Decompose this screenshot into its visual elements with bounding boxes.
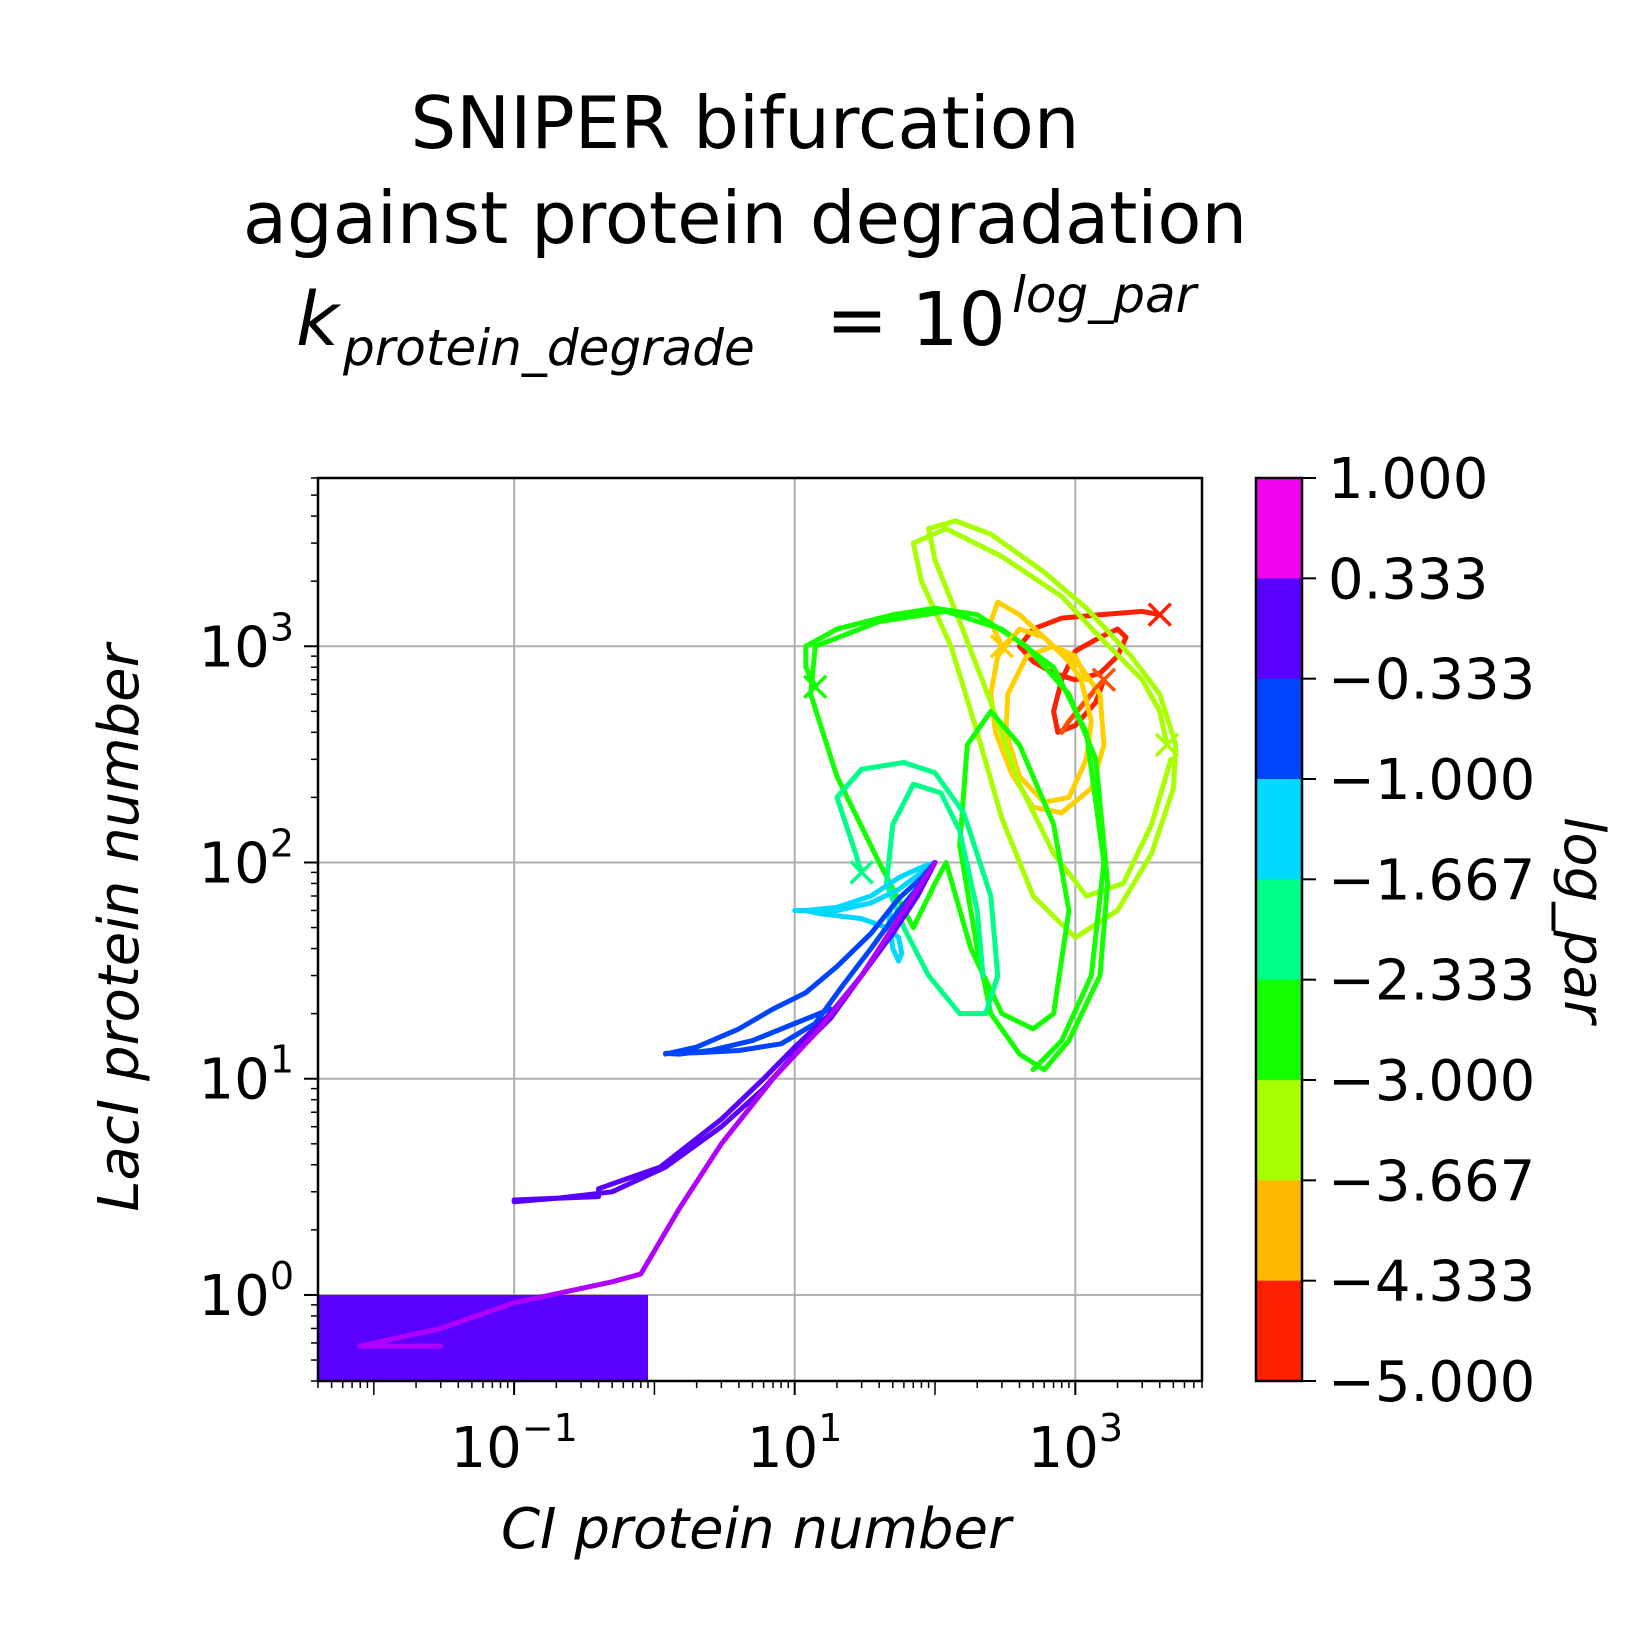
x-tick-label: 101 <box>747 1406 842 1481</box>
colorbar-tick-label: −0.333 <box>1328 648 1535 713</box>
colorbar-segment <box>1256 478 1302 579</box>
colorbar-frame <box>1254 476 1304 1383</box>
series-line-5 <box>834 760 1001 1017</box>
colorbar-segment <box>1256 979 1302 1081</box>
series-marker-4 <box>802 674 828 699</box>
y-axis-label: LacI protein number <box>87 641 152 1211</box>
colorbar-tick-label: −2.333 <box>1328 949 1535 1014</box>
series-line-6 <box>792 860 938 964</box>
series-marker-1 <box>1091 667 1117 692</box>
colorbar-segment <box>1256 678 1302 780</box>
colorbar-tick-label: −1.667 <box>1328 848 1535 913</box>
region-rect <box>318 1294 648 1381</box>
chart-title-line-1: SNIPER bifurcation <box>411 81 1080 165</box>
x-tick-label: 103 <box>1028 1406 1123 1481</box>
formula-base: k <box>296 277 342 363</box>
highlight-region <box>318 1294 648 1381</box>
colorbar-segment <box>1256 1280 1302 1382</box>
colorbar-segment <box>1256 578 1302 680</box>
colorbar-segment <box>1256 1180 1302 1282</box>
colorbar-tick-label: −5.000 <box>1328 1350 1535 1415</box>
marker-layer <box>802 602 1180 885</box>
colorbar-segment <box>1256 779 1302 880</box>
plot-frame <box>316 476 1204 1383</box>
colorbar-tick-label: −3.667 <box>1328 1149 1535 1214</box>
series-line-7 <box>663 860 938 1057</box>
colorbar-segment <box>1256 879 1302 981</box>
series-line-9 <box>357 860 938 1349</box>
chart-title-formula: k protein_degrade = 10 log_par <box>296 266 1200 377</box>
colorbar-tick-label: −4.333 <box>1328 1250 1535 1315</box>
plot-area <box>318 478 1202 1381</box>
x-axis-label: CI protein number <box>501 1497 1014 1562</box>
colorbar-segment <box>1256 1080 1302 1181</box>
formula-equals: = 10 <box>826 277 1006 363</box>
colorbar-tick-label: −1.000 <box>1328 748 1535 813</box>
y-tick-label: 102 <box>199 821 294 896</box>
chart-title-line-2: against protein degradation <box>243 176 1247 260</box>
y-tick-label: 101 <box>199 1038 294 1113</box>
colorbar-tick-label: 0.333 <box>1328 547 1488 612</box>
series-line-3 <box>910 518 1179 940</box>
y-tick-label: 100 <box>199 1254 294 1329</box>
series-marker-0 <box>1147 602 1173 627</box>
y-tick-label: 103 <box>199 605 294 680</box>
formula-subscript: protein_degrade <box>342 319 755 377</box>
series-line-4 <box>803 605 1111 1073</box>
series-marker-3 <box>1154 732 1180 758</box>
formula-exponent: log_par <box>1012 266 1200 324</box>
colorbar-tick-label: 1.000 <box>1328 447 1488 512</box>
x-tick-label: 10−1 <box>450 1406 577 1481</box>
colorbar-label: log_par <box>1551 817 1616 1026</box>
colorbar: 1.000 0.333 −0.333 −1.000 −1.667 −2.333 −3.000… <box>1254 447 1535 1415</box>
series-marker-5 <box>849 860 874 885</box>
colorbar-tick-label: −3.000 <box>1328 1049 1535 1114</box>
series-marker-2 <box>989 634 1015 659</box>
